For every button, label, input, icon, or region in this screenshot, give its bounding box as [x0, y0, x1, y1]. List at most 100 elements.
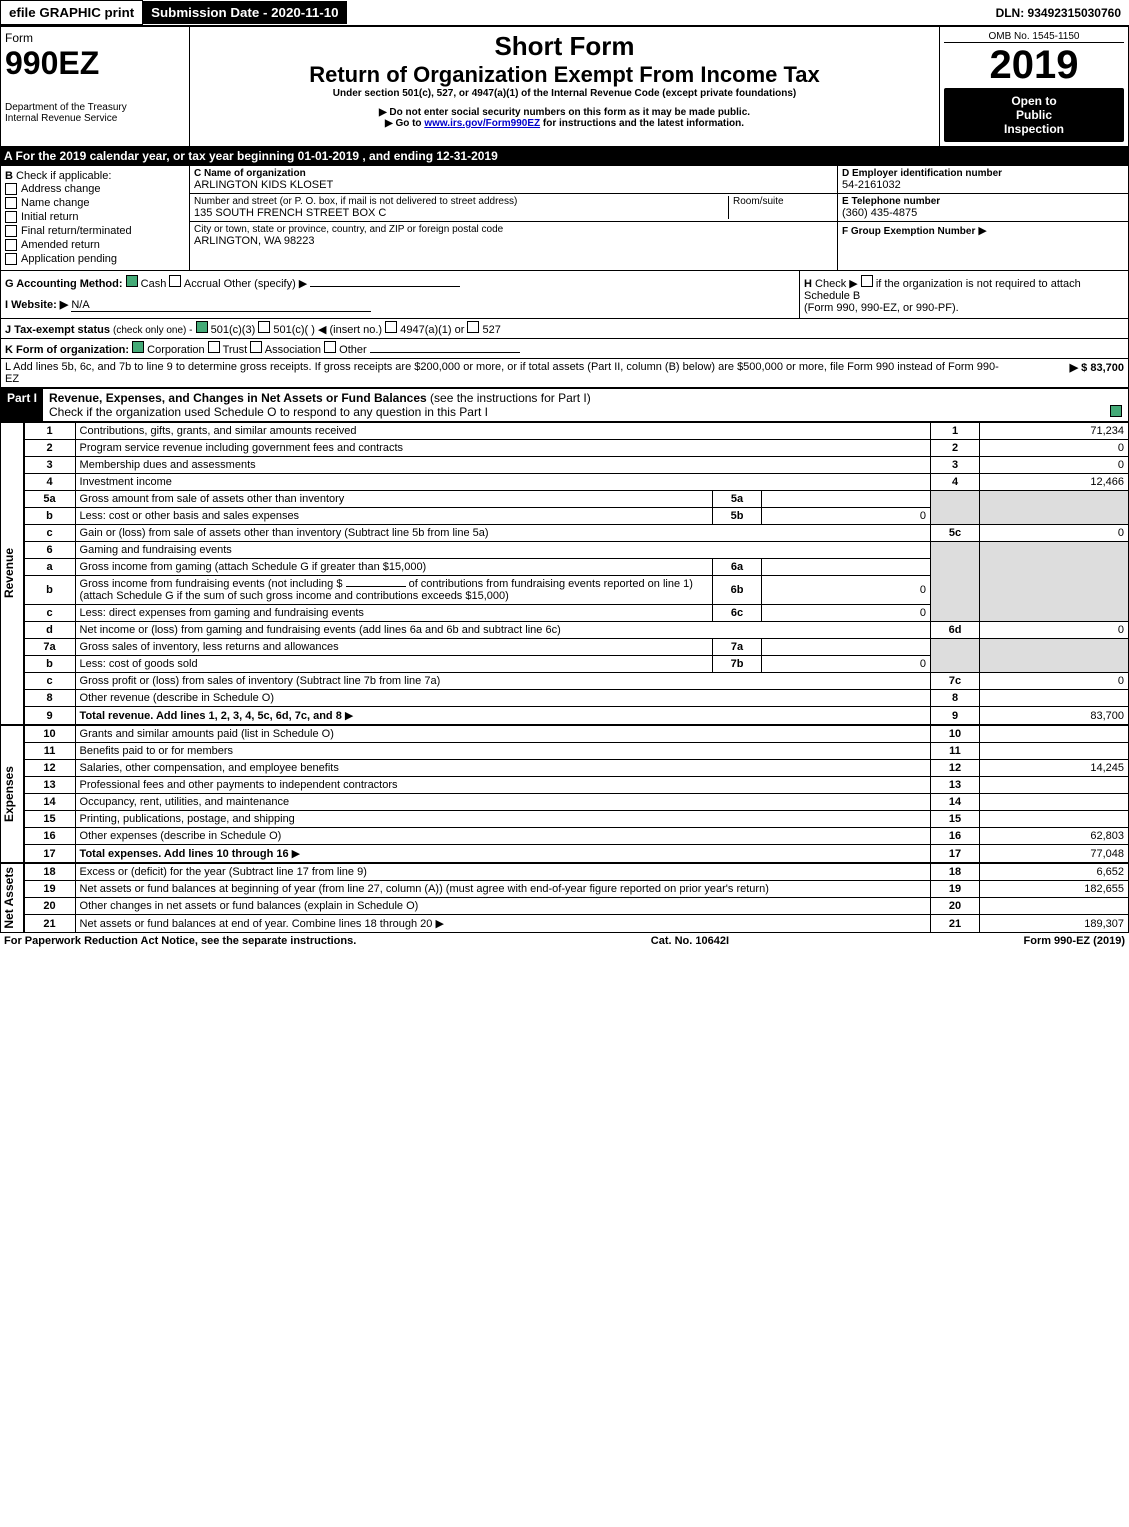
- table-row: 13Professional fees and other payments t…: [24, 777, 1128, 794]
- open-line3: Inspection: [950, 122, 1118, 136]
- block-c: C Name of organization ARLINGTON KIDS KL…: [190, 166, 837, 270]
- period-bar: A For the 2019 calendar year, or tax yea…: [0, 147, 1129, 165]
- checkbox-4947[interactable]: [385, 321, 397, 333]
- label-trust: Trust: [223, 344, 248, 356]
- table-row: 18Excess or (deficit) for the year (Subt…: [24, 864, 1128, 881]
- checkbox-initial-return[interactable]: [5, 211, 17, 223]
- table-row: 21Net assets or fund balances at end of …: [24, 915, 1128, 933]
- line-k: K Form of organization: Corporation Trus…: [0, 339, 1129, 359]
- expenses-table: 10Grants and similar amounts paid (list …: [24, 725, 1129, 863]
- revenue-section: Revenue 1Contributions, gifts, grants, a…: [0, 422, 1129, 725]
- table-row: 15Printing, publications, postage, and s…: [24, 811, 1128, 828]
- checkbox-association[interactable]: [250, 341, 262, 353]
- efile-print-button[interactable]: efile GRAPHIC print: [0, 0, 143, 25]
- checkbox-501c[interactable]: [258, 321, 270, 333]
- part1-title-note: (see the instructions for Part I): [430, 391, 591, 405]
- website-value: N/A: [71, 299, 371, 312]
- irs-label: Internal Revenue Service: [5, 113, 185, 124]
- c-name-label: C Name of organization: [194, 168, 833, 179]
- room-label: Room/suite: [733, 196, 833, 207]
- table-row: 10Grants and similar amounts paid (list …: [24, 726, 1128, 743]
- irs-link[interactable]: www.irs.gov/Form990EZ: [424, 118, 540, 129]
- checkbox-amended[interactable]: [5, 239, 17, 251]
- checkbox-schedule-b[interactable]: [861, 275, 873, 287]
- table-row: 12Salaries, other compensation, and empl…: [24, 760, 1128, 777]
- checkbox-501c3[interactable]: [196, 321, 208, 333]
- form-word: Form: [5, 31, 185, 45]
- header-right: OMB No. 1545-1150 2019 Open to Public In…: [939, 27, 1128, 146]
- street-value: 135 SOUTH FRENCH STREET BOX C: [194, 207, 728, 219]
- block-def: D Employer identification number 54-2161…: [837, 166, 1128, 270]
- omb-number: OMB No. 1545-1150: [944, 31, 1124, 43]
- footer-cat-no: Cat. No. 10642I: [651, 935, 729, 947]
- part1-header-row: Part I Revenue, Expenses, and Changes in…: [0, 388, 1129, 422]
- label-501c: 501(c)( ): [273, 324, 315, 336]
- table-row: dNet income or (loss) from gaming and fu…: [24, 622, 1128, 639]
- header-left: Form 990EZ Department of the Treasury In…: [1, 27, 190, 146]
- tax-year: 2019: [944, 43, 1124, 88]
- checkbox-other-org[interactable]: [324, 341, 336, 353]
- form-page: efile GRAPHIC print Submission Date - 20…: [0, 0, 1129, 949]
- checkbox-accrual[interactable]: [169, 275, 181, 287]
- table-row: 14Occupancy, rent, utilities, and mainte…: [24, 794, 1128, 811]
- note-goto-pre: ▶ Go to: [385, 118, 424, 129]
- checkbox-527[interactable]: [467, 321, 479, 333]
- checkbox-address-change[interactable]: [5, 183, 17, 195]
- i-website-label: I Website: ▶: [5, 299, 68, 311]
- open-line1: Open to: [950, 94, 1118, 108]
- label-corporation: Corporation: [147, 344, 204, 356]
- checkbox-trust[interactable]: [208, 341, 220, 353]
- checkbox-schedule-o[interactable]: [1110, 405, 1122, 417]
- note-no-ssn: ▶ Do not enter social security numbers o…: [194, 107, 935, 118]
- checkbox-corporation[interactable]: [132, 341, 144, 353]
- line-j: J Tax-exempt status (check only one) - 5…: [0, 319, 1129, 339]
- checkbox-cash[interactable]: [126, 275, 138, 287]
- top-bar: efile GRAPHIC print Submission Date - 20…: [0, 0, 1129, 26]
- dept-treasury: Department of the Treasury: [5, 102, 185, 113]
- note-goto: ▶ Go to www.irs.gov/Form990EZ for instru…: [194, 118, 935, 129]
- table-row: 11Benefits paid to or for members11: [24, 743, 1128, 760]
- label-cash: Cash: [141, 278, 167, 290]
- netassets-section: Net Assets 18Excess or (deficit) for the…: [0, 863, 1129, 933]
- e-phone-label: E Telephone number: [842, 196, 1124, 207]
- table-row: 9Total revenue. Add lines 1, 2, 3, 4, 5c…: [24, 707, 1128, 725]
- label-other-method: Other (specify) ▶: [224, 278, 308, 290]
- label-501c-insert: ◀ (insert no.): [318, 324, 382, 336]
- vert-netassets-label: Net Assets: [2, 867, 22, 929]
- label-final-return: Final return/terminated: [21, 225, 132, 237]
- revenue-table: 1Contributions, gifts, grants, and simil…: [24, 422, 1129, 725]
- title-return: Return of Organization Exempt From Incom…: [194, 62, 935, 88]
- subtitle: Under section 501(c), 527, or 4947(a)(1)…: [194, 88, 935, 99]
- l-amount: ▶ $ 83,700: [1004, 361, 1124, 385]
- org-name: ARLINGTON KIDS KLOSET: [194, 179, 833, 191]
- g-label: G Accounting Method:: [5, 278, 123, 290]
- j-label: J Tax-exempt status: [5, 324, 110, 336]
- label-initial-return: Initial return: [21, 211, 78, 223]
- entity-block: B Check if applicable: Address change Na…: [0, 165, 1129, 271]
- form-number: 990EZ: [5, 45, 185, 82]
- street-label: Number and street (or P. O. box, if mail…: [194, 196, 728, 207]
- label-527: 527: [483, 324, 501, 336]
- line-h: H Check ▶ if the organization is not req…: [799, 271, 1128, 318]
- ein-value: 54-2161032: [842, 179, 1124, 191]
- phone-value: (360) 435-4875: [842, 207, 1124, 219]
- checkbox-final-return[interactable]: [5, 225, 17, 237]
- header-middle: Short Form Return of Organization Exempt…: [190, 27, 939, 146]
- checkbox-app-pending[interactable]: [5, 253, 17, 265]
- table-row: 7aGross sales of inventory, less returns…: [24, 639, 1128, 656]
- table-row: 6Gaming and fundraising events: [24, 542, 1128, 559]
- f-arrow: ▶: [978, 225, 986, 237]
- label-other-org: Other: [339, 344, 367, 356]
- label-name-change: Name change: [21, 197, 90, 209]
- vert-revenue-label: Revenue: [2, 548, 22, 598]
- table-row: 5aGross amount from sale of assets other…: [24, 491, 1128, 508]
- submission-date-badge: Submission Date - 2020-11-10: [143, 1, 346, 24]
- expenses-section: Expenses 10Grants and similar amounts pa…: [0, 725, 1129, 863]
- checkbox-name-change[interactable]: [5, 197, 17, 209]
- city-label: City or town, state or province, country…: [194, 224, 833, 235]
- label-association: Association: [265, 344, 321, 356]
- h-letter: H: [804, 278, 812, 290]
- footer-left: For Paperwork Reduction Act Notice, see …: [4, 935, 356, 947]
- table-row: 20Other changes in net assets or fund ba…: [24, 898, 1128, 915]
- b-letter: B: [5, 170, 13, 182]
